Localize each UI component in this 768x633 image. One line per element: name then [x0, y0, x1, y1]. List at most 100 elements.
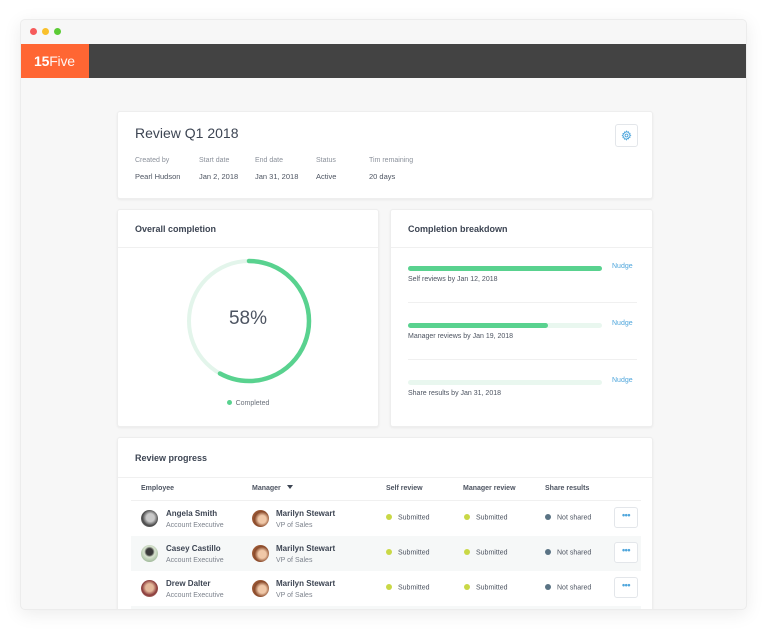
manager-role: VP of Sales — [276, 522, 313, 529]
minimize-window-button[interactable] — [42, 28, 49, 35]
meta-label: Start date — [199, 157, 230, 164]
more-actions-button[interactable]: ••• — [614, 507, 638, 528]
manager-name[interactable]: Marilyn Stewart — [276, 509, 336, 518]
employee-role: Account Executive — [166, 522, 224, 529]
breakdown-label: Self reviews by Jan 12, 2018 — [408, 276, 498, 283]
employee-avatar — [141, 545, 158, 562]
manager-role: VP of Sales — [276, 557, 313, 564]
status-label: Submitted — [398, 549, 430, 557]
progress-bar — [408, 323, 602, 328]
meta-label: Status — [316, 157, 336, 164]
status-dot-icon — [545, 549, 551, 555]
status-label: Submitted — [476, 584, 508, 592]
card-title: Completion breakdown — [391, 210, 652, 248]
meta-label: Created by — [135, 157, 170, 164]
manager-name[interactable]: Marilyn Stewart — [276, 544, 336, 553]
more-actions-button[interactable]: ••• — [614, 577, 638, 598]
employee-name[interactable]: Casey Castillo — [166, 544, 221, 553]
settings-button[interactable] — [615, 124, 638, 147]
logo-text-bold: 15 — [34, 53, 50, 69]
app-logo[interactable]: 15Five — [21, 44, 89, 78]
status-dot-icon — [386, 514, 392, 520]
column-header-manager-review[interactable]: Manager review — [463, 485, 516, 492]
meta-label: Tim remaining — [369, 157, 414, 164]
status-label: Submitted — [398, 584, 430, 592]
nudge-link[interactable]: Nudge — [612, 320, 633, 327]
share-results-status: Not shared — [545, 514, 591, 522]
manager-avatar — [252, 510, 269, 527]
table-row-partial — [131, 606, 641, 609]
self-review-status: Submitted — [386, 584, 430, 592]
column-header-share-results[interactable]: Share results — [545, 485, 590, 492]
completion-donut-chart — [186, 258, 312, 384]
employee-avatar — [141, 580, 158, 597]
meta-time-remaining: Tim remaining 20 days — [369, 157, 413, 181]
meta-value: 20 days — [369, 172, 396, 181]
completion-breakdown-card: Completion breakdown Nudge Self reviews … — [390, 209, 653, 427]
meta-status: Status Active — [316, 157, 336, 181]
status-label: Not shared — [557, 584, 592, 592]
divider — [408, 359, 637, 360]
status-label: Not shared — [557, 514, 592, 522]
manager-review-status: Submitted — [464, 584, 508, 592]
manager-review-status: Submitted — [464, 514, 508, 522]
meta-end-date: End date Jan 31, 2018 — [255, 157, 298, 181]
legend-dot-icon — [226, 400, 232, 405]
column-header-employee[interactable]: Employee — [141, 485, 175, 492]
chart-legend: Completed — [118, 400, 378, 407]
meta-value: Active — [316, 172, 337, 181]
table-row[interactable]: Drew Dalter Account Executive Marilyn St… — [131, 571, 641, 606]
sort-desc-icon — [286, 485, 293, 489]
status-label: Submitted — [476, 549, 508, 557]
meta-value: Jan 31, 2018 — [255, 172, 299, 181]
self-review-status: Submitted — [386, 514, 430, 522]
card-title: Overall completion — [118, 210, 378, 248]
breakdown-label: Manager reviews by Jan 19, 2018 — [408, 333, 514, 340]
manager-avatar — [252, 580, 269, 597]
close-window-button[interactable] — [30, 28, 37, 35]
breakdown-label: Share results by Jan 31, 2018 — [408, 390, 502, 397]
status-dot-icon — [464, 549, 470, 555]
status-dot-icon — [386, 584, 392, 590]
status-label: Submitted — [476, 514, 508, 522]
share-results-status: Not shared — [545, 584, 591, 592]
nudge-link[interactable]: Nudge — [612, 263, 633, 270]
more-actions-button[interactable]: ••• — [614, 542, 638, 563]
review-progress-card: Review progress Employee Manager Self re… — [117, 437, 653, 609]
meta-created-by: Created by Pearl Hudson — [135, 157, 180, 181]
overall-completion-card: Overall completion 58% Completed — [117, 209, 379, 427]
column-header-manager[interactable]: Manager — [252, 485, 293, 492]
page-title: Review Q1 2018 — [135, 125, 239, 141]
employee-role: Account Executive — [166, 592, 224, 599]
title-bar — [21, 20, 746, 44]
top-navbar: 15Five — [21, 44, 746, 78]
completion-percent: 58% — [228, 308, 268, 329]
employee-name[interactable]: Angela Smith — [166, 509, 218, 518]
maximize-window-button[interactable] — [54, 28, 61, 35]
review-header-card: Review Q1 2018 Created by Pearl Hudson S… — [117, 111, 653, 199]
status-label: Not shared — [557, 549, 592, 557]
table-header: Employee Manager Self review Manager rev… — [131, 478, 641, 501]
manager-review-status: Submitted — [464, 549, 508, 557]
column-header-label: Manager — [252, 485, 281, 492]
meta-value: Jan 2, 2018 — [199, 172, 239, 181]
column-header-self-review[interactable]: Self review — [386, 485, 423, 492]
divider — [408, 302, 637, 303]
self-review-status: Submitted — [386, 549, 430, 557]
status-label: Submitted — [398, 514, 430, 522]
card-title: Review progress — [118, 438, 652, 478]
table-row[interactable]: Casey Castillo Account Executive Marilyn… — [131, 536, 641, 571]
table-row[interactable]: Angela Smith Account Executive Marilyn S… — [131, 501, 641, 536]
progress-bar — [408, 266, 602, 271]
gear-icon — [621, 130, 632, 141]
meta-start-date: Start date Jan 2, 2018 — [199, 157, 238, 181]
employee-name[interactable]: Drew Dalter — [166, 579, 211, 588]
progress-bar — [408, 380, 602, 385]
manager-avatar — [252, 545, 269, 562]
status-dot-icon — [464, 514, 470, 520]
nudge-link[interactable]: Nudge — [612, 377, 633, 384]
legend-label: Completed — [235, 400, 270, 407]
status-dot-icon — [386, 549, 392, 555]
meta-value: Pearl Hudson — [135, 172, 181, 181]
manager-name[interactable]: Marilyn Stewart — [276, 579, 336, 588]
